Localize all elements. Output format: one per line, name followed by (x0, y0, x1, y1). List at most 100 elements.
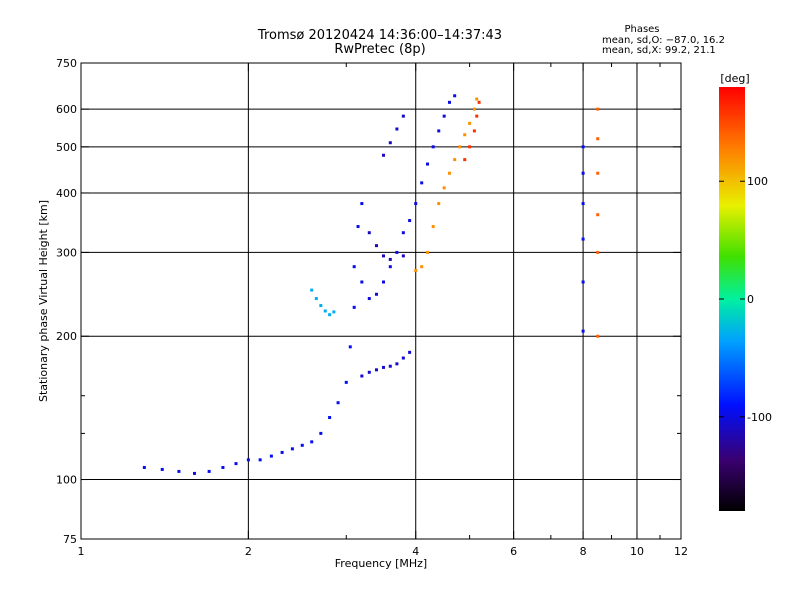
data-point (310, 288, 314, 292)
data-point (414, 202, 418, 206)
data-point (367, 297, 371, 301)
y-tick-label: 750 (56, 57, 77, 70)
data-point (596, 137, 600, 141)
data-point (381, 365, 385, 369)
phases-x-line: mean, sd,X: 99.2, 21.1 (602, 45, 716, 56)
data-point (431, 145, 435, 149)
data-point (234, 462, 238, 466)
data-point (374, 368, 378, 372)
colorbar-ticks: 100 0 -100 (719, 175, 772, 424)
data-point (310, 440, 314, 444)
data-point (395, 127, 399, 131)
data-point (314, 297, 318, 301)
data-point (344, 380, 348, 384)
data-point (581, 171, 585, 175)
data-point (367, 370, 371, 374)
data-point (336, 401, 340, 405)
data-point (374, 292, 378, 296)
data-point (426, 250, 430, 254)
data-point (581, 237, 585, 241)
data-point (581, 329, 585, 333)
y-tick-label: 300 (56, 246, 77, 259)
data-point (596, 250, 600, 254)
y-tick-label: 75 (63, 533, 77, 546)
data-point (475, 97, 479, 101)
data-point (453, 158, 457, 162)
data-point (401, 356, 405, 360)
data-point (395, 362, 399, 366)
data-point (328, 415, 332, 419)
data-point (477, 100, 481, 104)
data-point (192, 471, 196, 475)
data-point (388, 265, 392, 269)
data-point (300, 443, 304, 447)
data-point (352, 305, 356, 309)
data-point (360, 202, 364, 206)
data-point (207, 469, 211, 473)
data-point (401, 231, 405, 235)
data-point (581, 145, 585, 149)
data-point (323, 309, 327, 313)
data-point (420, 181, 424, 185)
data-points (142, 94, 600, 475)
data-point (367, 231, 371, 235)
grid-lines (81, 63, 681, 539)
data-point (596, 213, 600, 217)
data-point (374, 244, 378, 248)
y-tick-label: 600 (56, 103, 77, 116)
data-point (442, 186, 446, 190)
data-point (360, 280, 364, 284)
x-axis-label: Frequency [MHz] (335, 557, 427, 570)
data-point (453, 94, 457, 98)
data-point (401, 114, 405, 118)
data-point (280, 450, 284, 454)
data-point (426, 162, 430, 166)
data-point (475, 114, 479, 118)
x-axis-ticks: 1 2 4 6 8 10 12 (78, 63, 688, 558)
colorbar-label: [deg] (720, 72, 749, 85)
data-point (290, 447, 294, 451)
colorbar-tick-label: 100 (747, 175, 768, 188)
x-tick-label: 4 (412, 545, 419, 558)
data-point (447, 171, 451, 175)
data-point (437, 129, 441, 133)
data-point (463, 158, 467, 162)
data-point (160, 467, 164, 471)
y-axis-label: Stationary phase Virtual Height [km] (37, 200, 50, 402)
data-point (596, 171, 600, 175)
data-point (472, 129, 476, 133)
data-point (437, 202, 441, 206)
data-point (142, 465, 146, 469)
x-tick-label: 12 (674, 545, 688, 558)
data-point (447, 100, 451, 104)
data-point (388, 364, 392, 368)
data-point (381, 153, 385, 157)
phases-o-line: mean, sd,O: −87.0, 16.2 (602, 35, 725, 46)
x-tick-label: 1 (78, 545, 85, 558)
data-point (360, 374, 364, 378)
data-point (388, 141, 392, 145)
data-point (319, 304, 323, 308)
data-point (468, 145, 472, 149)
chart-title: Tromsø 20120424 14:36:00–14:37:43 (257, 28, 502, 43)
data-point (463, 133, 467, 137)
data-point (431, 225, 435, 229)
data-point (328, 313, 332, 317)
data-point (332, 310, 336, 314)
data-point (458, 145, 462, 149)
data-point (408, 219, 412, 223)
data-point (269, 454, 273, 458)
x-tick-label: 2 (245, 545, 252, 558)
data-point (596, 107, 600, 111)
data-point (395, 250, 399, 254)
x-tick-label: 10 (630, 545, 644, 558)
data-point (468, 121, 472, 125)
data-point (381, 254, 385, 258)
colorbar-tick-label: 0 (747, 293, 754, 306)
data-point (414, 268, 418, 272)
chart-subtitle: RwPretec (8p) (334, 42, 425, 57)
data-point (420, 265, 424, 269)
y-axis-ticks: 75 100 200 300 400 500 600 750 (56, 57, 681, 546)
colorbar-tick-label: -100 (747, 411, 772, 424)
